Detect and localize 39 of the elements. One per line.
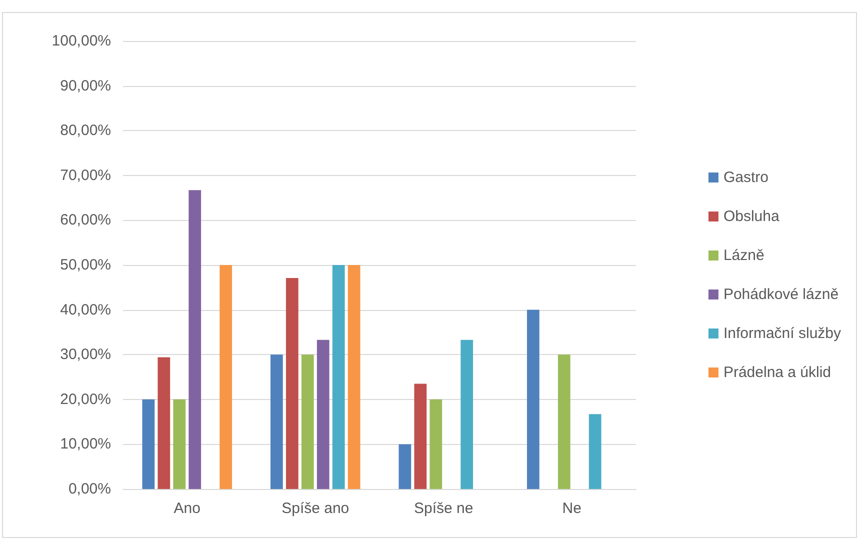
y-tick-label: 100,00% [52, 32, 111, 50]
bar [301, 354, 314, 489]
legend-label: Prádelna a úklid [723, 364, 832, 381]
y-tick-label: 50,00% [60, 256, 111, 274]
bar [142, 399, 155, 489]
bar [398, 444, 412, 489]
x-tick-label: Ne [562, 500, 582, 517]
y-tick-label: 90,00% [60, 77, 111, 94]
legend-label: Pohádkové lázně [723, 286, 839, 303]
bar [188, 190, 202, 489]
bar [332, 265, 345, 489]
legend-label: Gastro [723, 169, 768, 186]
y-tick-label: 80,00% [60, 122, 111, 140]
bar [430, 399, 442, 489]
y-tick-label: 20,00% [60, 390, 111, 408]
x-tick-label: Spíše ano [282, 500, 350, 517]
bar [460, 340, 474, 489]
y-tick-label: 0,00% [68, 480, 111, 498]
bar [270, 354, 283, 489]
x-tick-label: Spíše ne [414, 500, 474, 517]
bar [286, 278, 298, 489]
legend-label: Lázně [723, 247, 764, 264]
bar [220, 265, 232, 489]
y-tick-label: 60,00% [60, 212, 111, 229]
y-tick-label: 70,00% [60, 166, 111, 184]
legend-label: Obsluha [723, 208, 780, 225]
bar [588, 414, 602, 489]
bar [173, 399, 186, 489]
legend-label: Informační služby [723, 325, 842, 342]
bar [316, 340, 330, 489]
x-tick-label: Ano [174, 500, 200, 517]
bar [348, 265, 360, 489]
y-tick-label: 10,00% [60, 436, 111, 453]
bar [526, 310, 540, 489]
bar [558, 354, 570, 489]
y-tick-label: 30,00% [60, 346, 111, 364]
y-tick-label: 40,00% [60, 301, 111, 318]
bar [414, 384, 427, 489]
bar [158, 357, 170, 489]
